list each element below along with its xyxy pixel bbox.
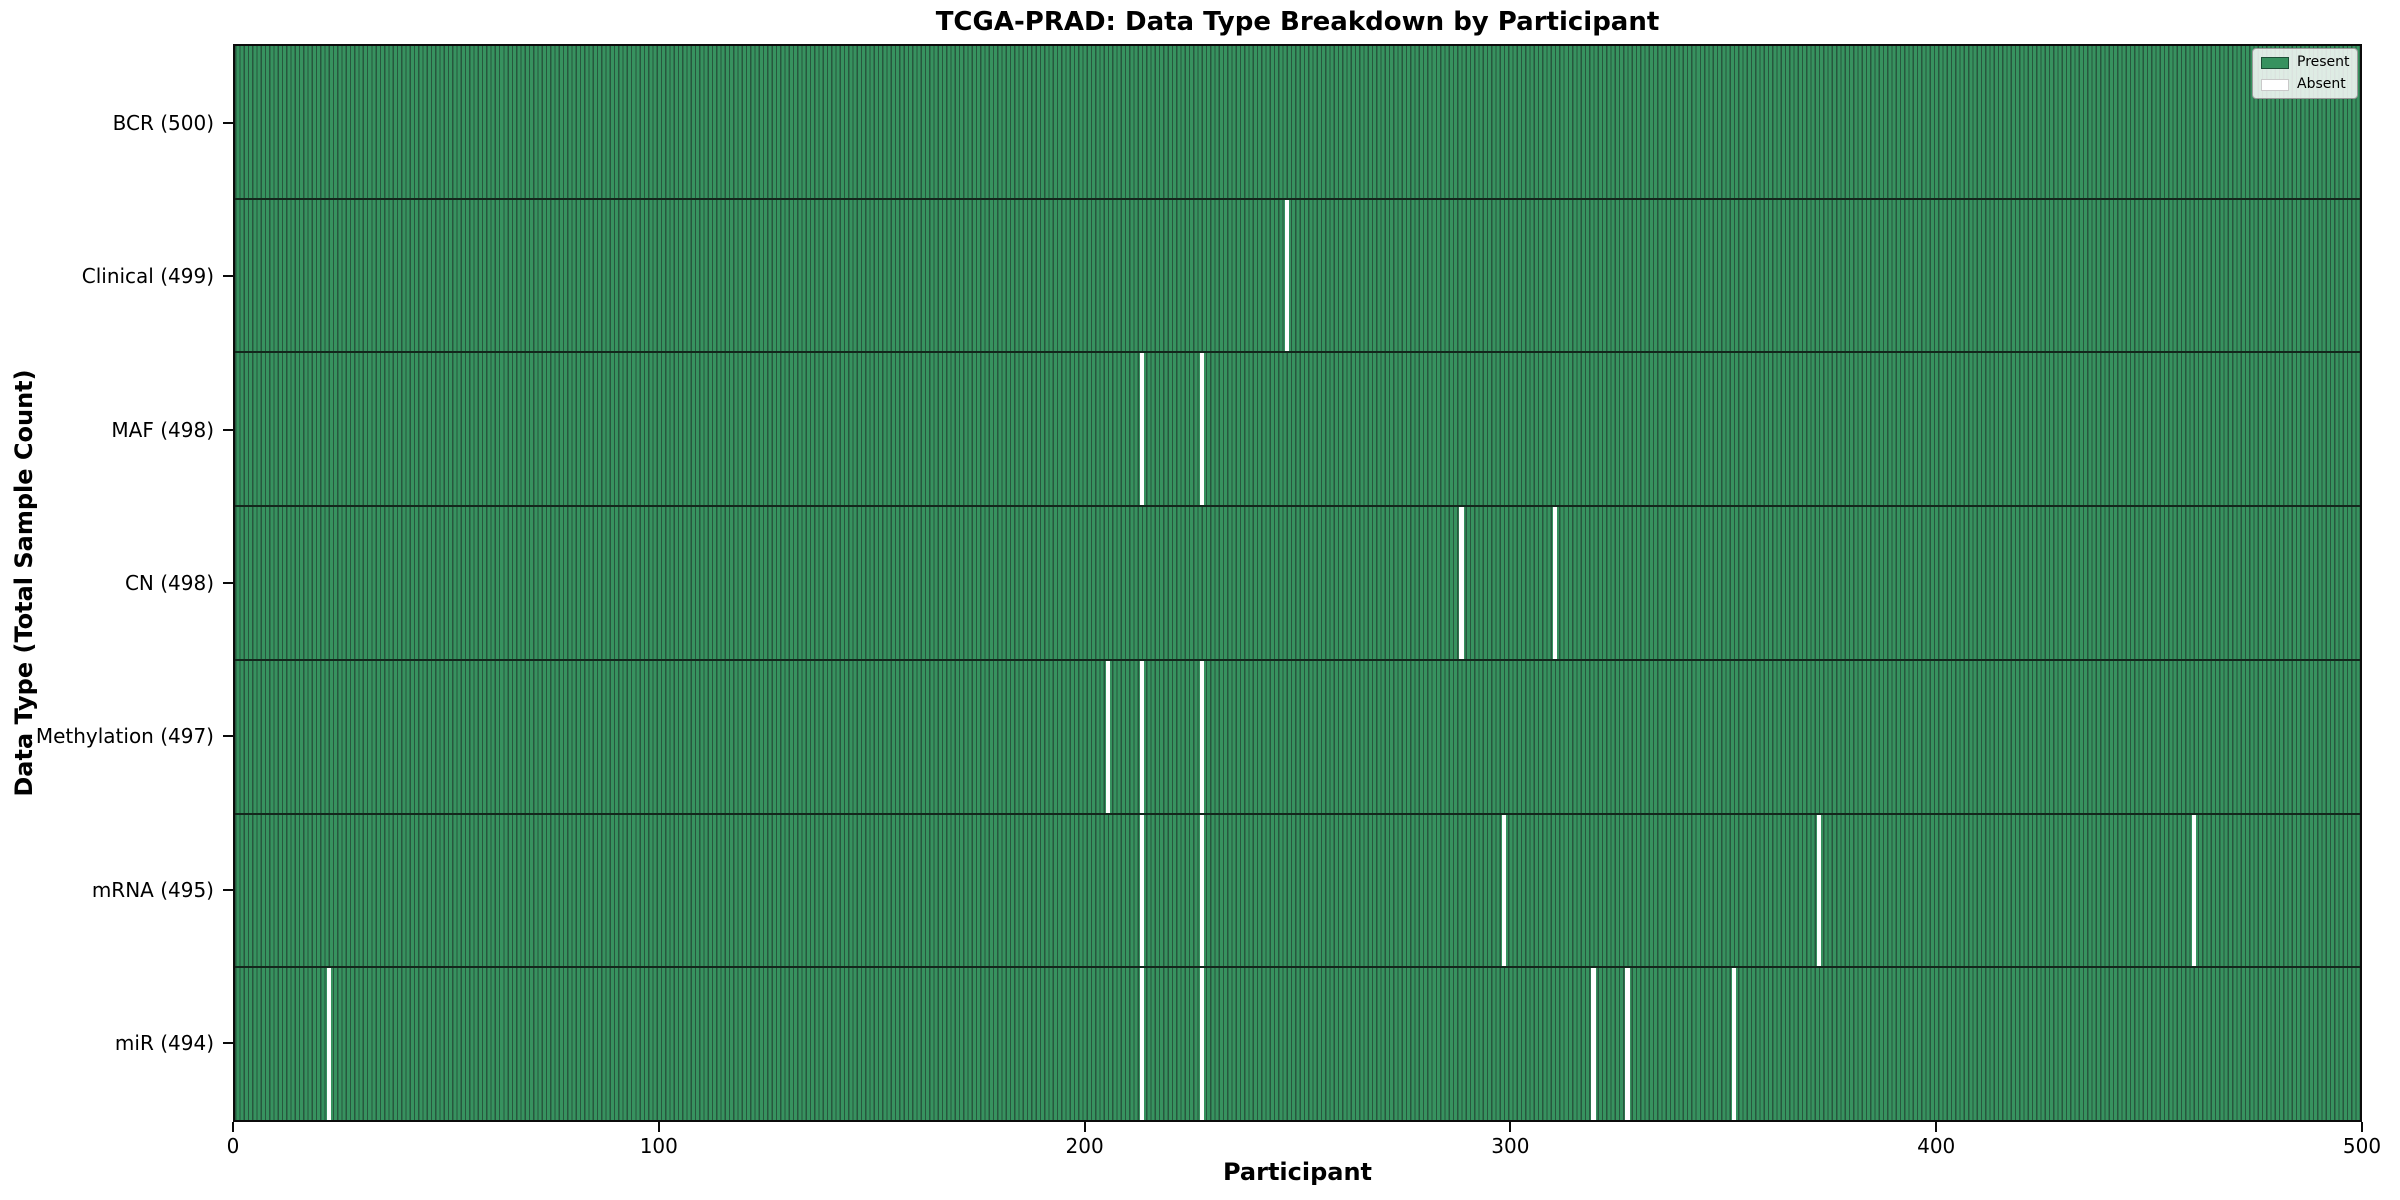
row-CN bbox=[235, 505, 2360, 659]
ytick-label-BCR: BCR (500) bbox=[112, 110, 214, 135]
plot-area bbox=[233, 44, 2362, 1122]
xtick-mark-400 bbox=[1935, 1122, 1938, 1132]
absent-gap-mRNA-227 bbox=[1199, 814, 1205, 967]
legend-present-label: Present bbox=[2297, 54, 2350, 70]
absent-gap-MAF-213 bbox=[1139, 353, 1145, 506]
row-Methylation bbox=[235, 658, 2360, 813]
xtick-label-100: 100 bbox=[639, 1134, 678, 1158]
legend: Present Absent bbox=[2252, 48, 2358, 99]
legend-entry-present: Present bbox=[2261, 54, 2350, 70]
absent-gap-miR-319 bbox=[1591, 968, 1596, 1121]
absent-gap-Methylation-227 bbox=[1199, 660, 1205, 813]
absent-gap-mRNA-298 bbox=[1501, 814, 1507, 967]
row-BCR bbox=[235, 46, 2360, 198]
absent-gap-Methylation-205 bbox=[1105, 660, 1111, 813]
absent-gap-mRNA-372 bbox=[1816, 814, 1822, 967]
row-MAF bbox=[235, 351, 2360, 506]
ytick-mark-Clinical bbox=[223, 275, 233, 278]
ytick-label-MAF: MAF (498) bbox=[111, 417, 214, 442]
absent-gap-CN-310 bbox=[1552, 507, 1558, 659]
row-mRNA bbox=[235, 812, 2360, 967]
absent-gap-miR-22 bbox=[326, 968, 332, 1121]
row-miR bbox=[235, 966, 2360, 1121]
ytick-label-Methylation: Methylation (497) bbox=[35, 724, 214, 749]
absent-gap-mRNA-460 bbox=[2191, 814, 2197, 967]
xtick-label-0: 0 bbox=[226, 1134, 240, 1158]
ytick-mark-BCR bbox=[223, 121, 233, 124]
ytick-mark-Methylation bbox=[223, 735, 233, 738]
absent-gap-miR-227 bbox=[1199, 968, 1205, 1121]
xtick-label-500: 500 bbox=[2342, 1134, 2382, 1158]
xtick-mark-0 bbox=[232, 1122, 234, 1132]
absent-gap-Clinical-247 bbox=[1284, 199, 1290, 352]
xtick-label-400: 400 bbox=[1917, 1134, 1956, 1158]
xtick-label-200: 200 bbox=[1065, 1134, 1104, 1158]
xtick-mark-500 bbox=[2361, 1122, 2363, 1132]
ytick-label-Clinical: Clinical (499) bbox=[81, 264, 214, 289]
xtick-mark-100 bbox=[657, 1122, 660, 1132]
legend-entry-absent: Absent bbox=[2261, 77, 2349, 92]
xtick-label-300: 300 bbox=[1491, 1134, 1530, 1158]
absent-gap-Methylation-213 bbox=[1139, 660, 1145, 813]
absent-gap-CN-288 bbox=[1459, 507, 1464, 659]
absent-gap-mRNA-213 bbox=[1139, 814, 1145, 967]
xtick-mark-200 bbox=[1083, 1122, 1086, 1132]
absent-gap-miR-327 bbox=[1625, 968, 1630, 1121]
ytick-mark-MAF bbox=[223, 428, 233, 431]
absent-gap-MAF-227 bbox=[1199, 353, 1205, 506]
row-Clinical bbox=[235, 197, 2360, 352]
absent-gap-miR-352 bbox=[1731, 968, 1737, 1121]
ytick-mark-miR bbox=[223, 1042, 233, 1045]
ytick-label-CN: CN (498) bbox=[124, 571, 214, 595]
xtick-mark-300 bbox=[1509, 1122, 1512, 1132]
x-axis-label: Participant bbox=[1222, 1158, 1373, 1186]
legend-absent-label: Absent bbox=[2297, 76, 2346, 92]
y-axis-label: Data Type (Total Sample Count) bbox=[10, 369, 38, 797]
ytick-mark-CN bbox=[223, 582, 233, 584]
ytick-label-mRNA: mRNA (495) bbox=[91, 877, 214, 902]
chart-title: TCGA-PRAD: Data Type Breakdown by Partic… bbox=[935, 7, 1660, 37]
absent-gap-miR-213 bbox=[1139, 968, 1145, 1121]
ytick-label-miR: miR (494) bbox=[114, 1031, 214, 1056]
ytick-mark-mRNA bbox=[223, 888, 233, 891]
present-swatch-icon bbox=[2261, 56, 2289, 69]
absent-swatch-icon bbox=[2261, 78, 2289, 91]
